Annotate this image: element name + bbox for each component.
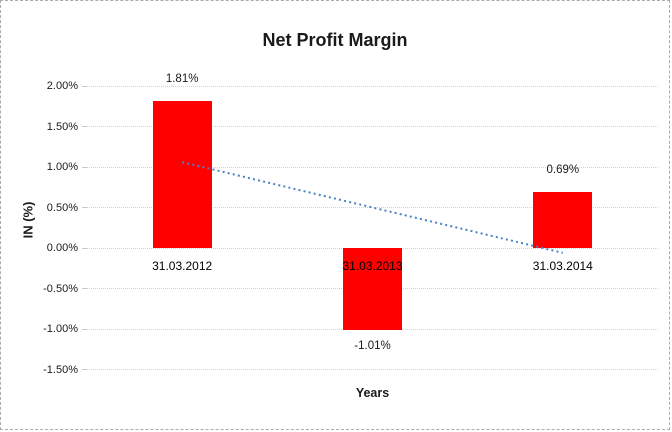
y-axis-tick (82, 166, 87, 168)
y-tick-label: -1.50% (43, 363, 78, 376)
y-tick-label: 2.00% (46, 80, 78, 92)
gridline (87, 85, 658, 87)
category-label: 31.03.2013 (342, 259, 403, 273)
y-tick-label: 0.50% (46, 201, 78, 214)
y-tick-label: 0.00% (46, 242, 78, 254)
category-label: 31.03.2012 (152, 259, 213, 273)
data-label: 1.81% (165, 73, 199, 86)
trendline-segment[interactable] (181, 161, 564, 254)
y-axis-tick (82, 328, 87, 330)
chart-title: Net Profit Margin (262, 30, 408, 50)
y-axis-tick (82, 207, 87, 208)
y-axis-tick (82, 369, 87, 370)
data-label: 0.69% (546, 164, 580, 177)
data-label: -1.01% (354, 339, 391, 352)
y-tick-label: -1.00% (43, 323, 78, 335)
y-axis-tick (82, 126, 87, 127)
y-tick-label: -0.50% (43, 282, 78, 295)
gridline (87, 166, 658, 168)
gridline (87, 369, 658, 370)
y-axis-tick (82, 85, 87, 87)
y-tick-label: 1.50% (46, 120, 78, 133)
x-axis-title: Years (355, 386, 390, 400)
bar[interactable] (533, 192, 593, 248)
category-label: 31.03.2014 (532, 259, 593, 273)
y-axis-tick (82, 288, 87, 289)
bar[interactable] (343, 248, 402, 330)
y-axis-tick (82, 247, 87, 249)
gridline (87, 207, 658, 208)
gridline (87, 126, 658, 127)
y-tick-label: 1.00% (46, 161, 78, 173)
bar[interactable] (152, 101, 212, 248)
